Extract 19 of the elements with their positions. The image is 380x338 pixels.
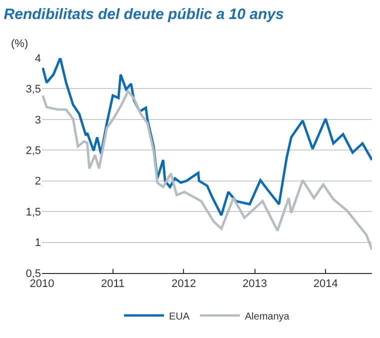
y-tick-label: 2,5 <box>26 144 41 157</box>
line-series <box>42 58 372 216</box>
chart-title: Rendibilitats del deute públic a 10 anys <box>4 6 284 23</box>
y-axis-title: (%) <box>11 38 28 50</box>
y-tick-label: 2 <box>34 176 41 188</box>
x-tick-label: 2013 <box>242 278 267 290</box>
legend-label: Alemanya <box>244 311 290 322</box>
legend-label: EUA <box>169 311 190 322</box>
x-tick-label: 2012 <box>171 278 196 290</box>
y-tick-label: 3,5 <box>26 84 41 96</box>
y-tick-label: 1 <box>34 237 41 250</box>
y-tick-label: 4 <box>34 52 41 65</box>
x-tick-label: 2011 <box>101 278 125 290</box>
y-tick-label: 0,5 <box>26 268 41 280</box>
y-tick-label: 3 <box>34 114 41 126</box>
line-series <box>42 90 372 251</box>
x-tick-label: 2010 <box>30 278 54 290</box>
x-tick-label: 2014 <box>313 278 338 290</box>
y-tick-label: 1,5 <box>26 206 41 218</box>
